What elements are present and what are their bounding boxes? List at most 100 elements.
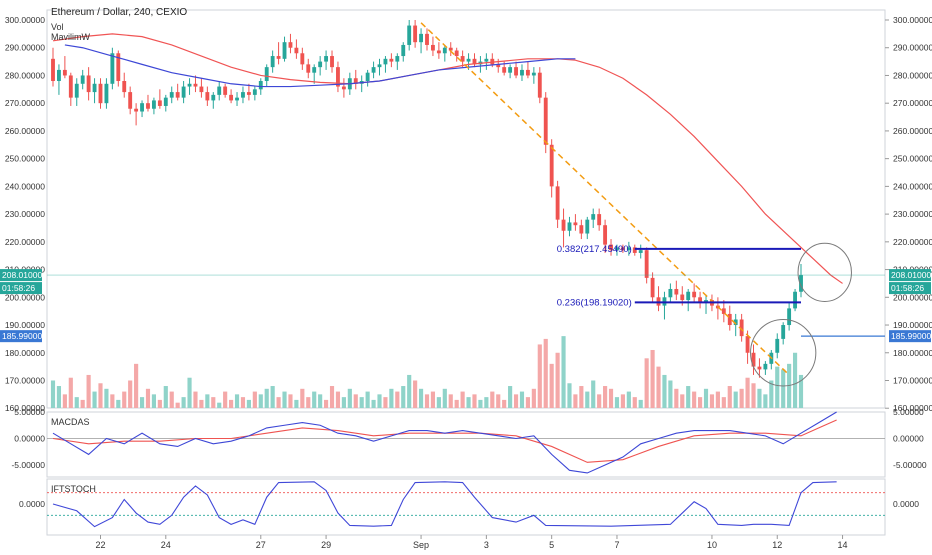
candle-body[interactable]	[110, 53, 115, 84]
candle-body[interactable]	[561, 219, 566, 231]
candle-body[interactable]	[324, 56, 329, 62]
candle-body[interactable]	[264, 67, 269, 82]
candle-body[interactable]	[745, 336, 750, 353]
candle-body[interactable]	[751, 352, 756, 367]
candle-body[interactable]	[442, 47, 447, 54]
candle-body[interactable]	[466, 58, 471, 62]
candle-body[interactable]	[122, 81, 127, 93]
candle-body[interactable]	[371, 67, 376, 73]
candle-body[interactable]	[377, 64, 382, 68]
candle-body[interactable]	[644, 250, 649, 278]
candle-body[interactable]	[116, 53, 121, 82]
candle-body[interactable]	[615, 247, 619, 251]
candle-body[interactable]	[341, 86, 346, 90]
candle-body[interactable]	[514, 67, 518, 76]
candle-body[interactable]	[775, 338, 780, 353]
candle-body[interactable]	[294, 47, 299, 54]
candle-body[interactable]	[92, 83, 97, 93]
candle-body[interactable]	[603, 225, 608, 245]
highlight-ellipse[interactable]	[797, 242, 852, 302]
candle-body[interactable]	[252, 89, 257, 95]
candle-body[interactable]	[431, 44, 435, 51]
candle-body[interactable]	[235, 97, 239, 101]
candle-body[interactable]	[140, 103, 144, 112]
candle-body[interactable]	[336, 67, 340, 87]
candle-body[interactable]	[211, 94, 216, 101]
candle-body[interactable]	[86, 75, 91, 93]
candle-body[interactable]	[157, 100, 162, 106]
candle-body[interactable]	[757, 366, 762, 370]
candle-body[interactable]	[104, 83, 109, 104]
candle-body[interactable]	[502, 67, 507, 73]
candle-body[interactable]	[146, 103, 150, 109]
candle-body[interactable]	[246, 92, 251, 95]
candle-body[interactable]	[520, 69, 524, 76]
candle-body[interactable]	[306, 64, 311, 73]
candle-body[interactable]	[419, 33, 423, 43]
candle-body[interactable]	[567, 222, 572, 231]
candle-body[interactable]	[638, 250, 643, 253]
candle-body[interactable]	[270, 56, 275, 68]
candle-body[interactable]	[508, 67, 513, 73]
candle-body[interactable]	[383, 58, 388, 65]
candle-body[interactable]	[799, 275, 803, 292]
candle-body[interactable]	[549, 144, 554, 187]
candle-body[interactable]	[609, 244, 613, 251]
candle-body[interactable]	[205, 92, 210, 101]
candle-body[interactable]	[229, 94, 234, 101]
candle-body[interactable]	[57, 69, 61, 82]
candle-body[interactable]	[169, 92, 174, 98]
candle-body[interactable]	[288, 42, 293, 48]
candle-body[interactable]	[543, 97, 548, 145]
candle-body[interactable]	[650, 277, 655, 298]
candle-body[interactable]	[555, 186, 560, 220]
candle-body[interactable]	[531, 72, 536, 76]
candle-body[interactable]	[62, 69, 67, 76]
candle-body[interactable]	[460, 56, 465, 62]
candle-body[interactable]	[454, 50, 459, 57]
candle-body[interactable]	[573, 222, 578, 226]
candle-body[interactable]	[401, 44, 406, 57]
candle-body[interactable]	[128, 92, 133, 109]
candle-body[interactable]	[175, 92, 180, 98]
candle-body[interactable]	[74, 83, 79, 98]
candle-body[interactable]	[597, 214, 602, 226]
candle-body[interactable]	[787, 308, 792, 326]
candle-body[interactable]	[312, 67, 317, 73]
candle-body[interactable]	[413, 25, 418, 43]
candle-body[interactable]	[781, 325, 786, 339]
candle-body[interactable]	[668, 288, 673, 298]
candle-body[interactable]	[330, 56, 334, 68]
candle-body[interactable]	[353, 78, 358, 84]
candle-body[interactable]	[389, 58, 394, 62]
candle-body[interactable]	[163, 97, 168, 106]
candle-body[interactable]	[692, 291, 697, 298]
candle-body[interactable]	[448, 47, 453, 51]
candle-body[interactable]	[484, 58, 489, 62]
candle-body[interactable]	[193, 83, 198, 87]
candle-body[interactable]	[579, 225, 584, 234]
candle-body[interactable]	[98, 83, 103, 104]
candle-body[interactable]	[436, 50, 441, 54]
candle-body[interactable]	[472, 58, 477, 65]
candle-body[interactable]	[217, 86, 222, 95]
candle-body[interactable]	[134, 108, 139, 112]
candle-body[interactable]	[680, 294, 685, 301]
candle-body[interactable]	[537, 72, 542, 98]
trendline[interactable]	[420, 22, 790, 376]
candle-body[interactable]	[407, 25, 412, 45]
candle-body[interactable]	[300, 53, 305, 65]
candle-body[interactable]	[591, 214, 596, 220]
candle-body[interactable]	[763, 363, 768, 370]
candle-body[interactable]	[496, 64, 501, 68]
candle-body[interactable]	[585, 219, 590, 234]
candle-body[interactable]	[739, 319, 744, 337]
candle-body[interactable]	[187, 83, 192, 87]
candle-body[interactable]	[223, 86, 228, 95]
candle-body[interactable]	[395, 56, 400, 62]
candle-body[interactable]	[686, 291, 691, 301]
candle-body[interactable]	[199, 86, 204, 93]
candle-body[interactable]	[241, 92, 245, 98]
candle-body[interactable]	[51, 58, 55, 82]
candle-body[interactable]	[727, 313, 732, 326]
